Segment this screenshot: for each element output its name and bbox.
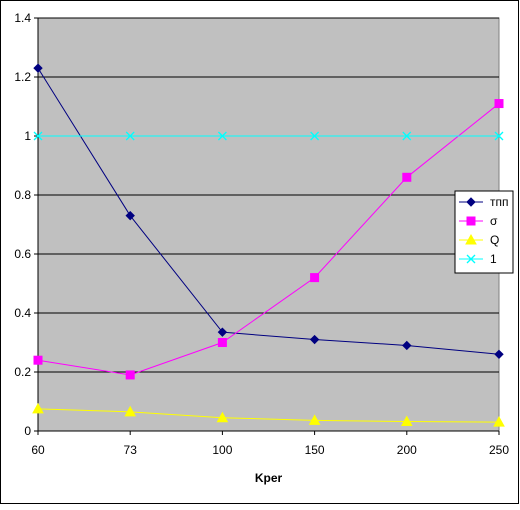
data-point [400, 415, 413, 427]
data-point [310, 273, 320, 283]
data-point [494, 131, 504, 141]
marker-stroke [33, 131, 43, 141]
legend: тпп σQ 1 [454, 190, 514, 274]
legend-item: тпп [459, 195, 509, 209]
data-point [125, 131, 135, 141]
data-point [124, 405, 137, 417]
data-point [308, 414, 321, 425]
y-tick-label: 1.2 [14, 70, 31, 84]
legend-marker [466, 197, 476, 207]
data-point [402, 131, 412, 141]
data-point [494, 349, 504, 360]
y-tick-label: 0.8 [14, 188, 31, 202]
marker-stroke [466, 254, 476, 264]
x-tick-label: 250 [489, 443, 509, 457]
legend-marker [466, 254, 476, 264]
series-line [37, 67, 500, 355]
data-point [32, 402, 44, 414]
data-point [216, 411, 229, 423]
legend-item: Q [459, 233, 499, 247]
legend-label: Q [490, 233, 499, 247]
legend-marker [466, 216, 476, 226]
series-4 [33, 131, 504, 141]
data-point [310, 131, 320, 141]
legend-item: σ [459, 214, 498, 228]
x-tick-label: 60 [31, 443, 45, 457]
data-point [217, 131, 227, 141]
data-point [125, 210, 135, 221]
x-tick-label: 150 [305, 443, 325, 457]
marker-stroke [494, 131, 504, 141]
series-3 [32, 402, 505, 427]
x-tick-label: 100 [212, 443, 232, 457]
axes: 0 0.2 0.4 0.6 0.8 1 1.2 1.4 60 73 100 150 200 250 [14, 11, 509, 457]
marker-stroke [402, 131, 412, 141]
series-1 [33, 63, 504, 360]
series-layer [32, 63, 505, 427]
y-tick-label: 0 [24, 424, 31, 438]
data-point [493, 416, 505, 427]
data-point [217, 338, 227, 347]
marker-stroke [310, 131, 320, 141]
x-axis-title: Kper [255, 471, 283, 485]
y-tick-label: 0.6 [14, 247, 31, 261]
data-point [494, 99, 504, 109]
legend-item: 1 [459, 252, 497, 266]
y-tick-label: 1 [24, 129, 31, 143]
data-point [217, 327, 228, 337]
x-tick-label: 73 [124, 443, 138, 457]
data-point [33, 131, 43, 141]
series-line [37, 408, 500, 423]
y-tick-label: 0.4 [14, 306, 31, 320]
legend-label: 1 [490, 252, 497, 266]
plot-area [37, 17, 500, 432]
legend-label: σ [490, 214, 498, 228]
data-point [402, 340, 412, 351]
series-line [37, 103, 500, 376]
legend-marker [465, 233, 477, 245]
data-point [33, 355, 43, 365]
data-point [402, 172, 412, 182]
series-2 [33, 99, 504, 380]
data-point [33, 63, 43, 73]
marker-stroke [125, 131, 135, 141]
marker-stroke [217, 131, 227, 141]
y-tick-label: 0.2 [14, 365, 31, 379]
y-tick-label: 1.4 [14, 11, 31, 25]
legend-label: тпп [490, 195, 509, 209]
data-point [125, 370, 135, 380]
x-tick-label: 200 [397, 443, 417, 457]
data-point [309, 334, 320, 345]
